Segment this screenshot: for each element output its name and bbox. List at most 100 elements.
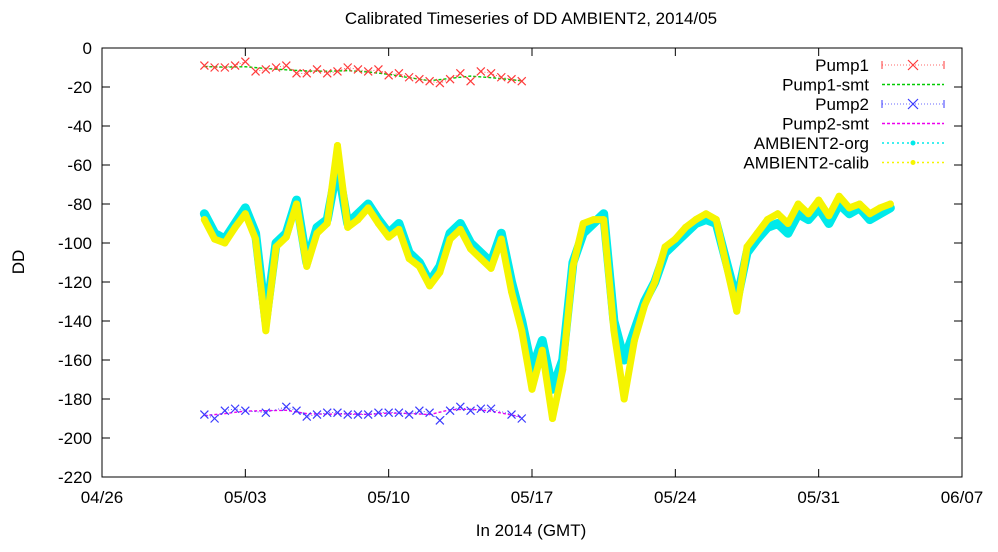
data-point	[199, 61, 209, 70]
legend-marker	[910, 160, 916, 165]
data-point	[282, 233, 290, 241]
data-point	[241, 210, 249, 218]
legend-label: Pump2-smt	[782, 115, 869, 134]
data-point	[354, 216, 362, 224]
data-point	[467, 245, 475, 253]
y-tick-label: -200	[58, 429, 92, 448]
data-point	[794, 200, 802, 208]
data-point	[211, 235, 219, 243]
data-point	[774, 220, 782, 227]
data-point	[784, 220, 792, 227]
x-tick-label: 05/10	[367, 488, 410, 507]
series-pump2	[199, 402, 527, 425]
data-point	[394, 408, 404, 418]
data-point	[220, 63, 230, 72]
legend-label: Pump2	[815, 95, 869, 114]
data-point	[702, 210, 710, 218]
x-tick-label: 05/31	[797, 488, 840, 507]
data-point	[414, 74, 424, 84]
data-point	[661, 243, 669, 251]
data-point	[293, 200, 301, 208]
y-axis-label: DD	[9, 250, 28, 275]
series-ambient2-calib	[200, 142, 894, 422]
series-pump2-smt	[204, 408, 522, 418]
data-point	[405, 255, 413, 263]
data-point	[487, 264, 495, 272]
series-pump1	[199, 57, 527, 88]
data-point	[404, 72, 414, 82]
data-point	[221, 239, 229, 247]
data-point	[497, 229, 505, 237]
y-tick-label: -220	[58, 468, 92, 487]
data-point	[374, 408, 383, 418]
data-point	[252, 235, 260, 243]
data-point	[486, 404, 496, 414]
data-point	[486, 68, 496, 78]
y-tick-label: -100	[58, 234, 92, 253]
data-point	[220, 406, 230, 416]
data-point	[333, 408, 342, 418]
data-point	[692, 216, 700, 224]
data-point	[845, 204, 853, 212]
legend-marker	[907, 59, 919, 71]
data-point	[425, 408, 435, 418]
data-point	[374, 65, 383, 74]
data-point	[271, 63, 281, 72]
data-point	[395, 220, 403, 227]
data-point	[436, 268, 444, 276]
legend-label: AMBIENT2-calib	[743, 154, 869, 173]
data-point	[651, 278, 659, 286]
data-point	[425, 76, 435, 86]
data-point	[363, 410, 373, 420]
data-point	[517, 76, 527, 86]
x-ticks: 04/26 05/03 05/10 05/17 05/24 05/31 06/07	[81, 48, 983, 507]
data-point	[374, 220, 382, 227]
data-point	[507, 410, 516, 420]
data-point	[538, 337, 546, 344]
data-point	[579, 220, 587, 227]
data-point	[333, 66, 342, 76]
data-point	[476, 66, 486, 76]
data-point	[231, 223, 239, 231]
data-point	[303, 262, 311, 270]
y-tick-label: -40	[67, 117, 92, 136]
data-point	[364, 204, 372, 212]
data-point	[395, 225, 403, 233]
y-tick-label: -120	[58, 273, 92, 292]
data-point	[466, 76, 475, 86]
data-point	[230, 404, 240, 414]
data-point	[815, 196, 823, 204]
data-point	[210, 63, 220, 72]
data-point	[620, 395, 628, 403]
data-point	[476, 404, 486, 414]
data-point	[496, 72, 506, 82]
legend-marker	[910, 140, 916, 146]
data-point	[313, 229, 321, 237]
data-point	[302, 412, 312, 421]
y-tick-label: -140	[58, 312, 92, 331]
data-point	[455, 68, 465, 78]
data-point	[569, 262, 577, 270]
data-point	[240, 57, 250, 67]
series-line	[204, 65, 522, 82]
data-point	[261, 408, 271, 418]
data-point	[343, 410, 353, 420]
series-ambient2-org	[199, 160, 895, 394]
data-point	[251, 66, 260, 76]
data-point	[292, 406, 301, 416]
data-point	[507, 74, 516, 84]
y-tick-label: -160	[58, 351, 92, 370]
data-point	[199, 410, 209, 420]
data-point	[200, 216, 208, 224]
x-tick-label: 05/03	[224, 488, 267, 507]
data-point	[415, 262, 423, 270]
data-point	[620, 356, 628, 364]
data-point	[835, 192, 843, 200]
data-point	[743, 243, 751, 251]
data-point	[353, 410, 363, 420]
x-tick-label: 05/24	[654, 488, 697, 507]
data-point	[517, 414, 527, 423]
legend-label: Pump1	[815, 56, 869, 75]
legend-label: AMBIENT2-org	[754, 134, 869, 153]
